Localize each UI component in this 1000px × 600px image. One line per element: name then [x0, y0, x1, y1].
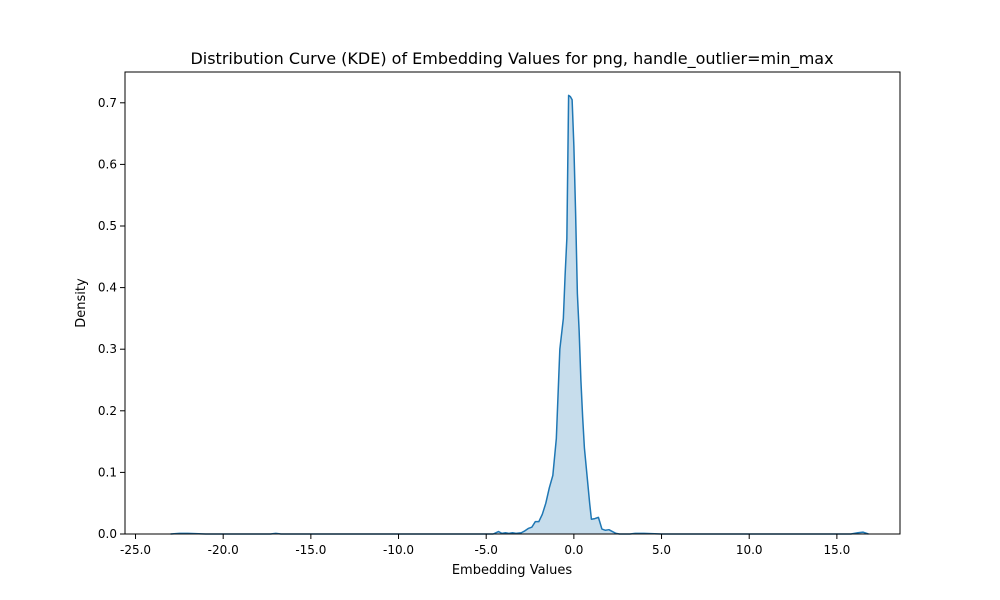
y-tick-label: 0.3: [98, 342, 117, 356]
x-axis-label: Embedding Values: [452, 563, 573, 578]
chart-title: Distribution Curve (KDE) of Embedding Va…: [190, 49, 833, 69]
x-tick-label: 5.0: [652, 543, 671, 557]
x-tick-label: -25.0: [120, 543, 151, 557]
x-tick-label: 0.0: [564, 543, 583, 557]
x-tick-label: -10.0: [383, 543, 414, 557]
x-tick-label: 10.0: [736, 543, 763, 557]
y-tick-label: 0.6: [98, 157, 117, 171]
y-tick-label: 0.5: [98, 219, 117, 233]
x-axis-ticks: -25.0 -20.0 -15.0 -10.0 -5.0 0.0 5.0 10.0 15.0: [120, 534, 850, 557]
y-axis-ticks: 0.0 0.1 0.2 0.3 0.4 0.5 0.6 0.7: [98, 96, 125, 541]
x-tick-label: -5.0: [474, 543, 497, 557]
x-tick-label: 15.0: [824, 543, 851, 557]
y-tick-label: 0.4: [98, 281, 117, 295]
axes-frame: [124, 71, 901, 535]
y-tick-label: 0.0: [98, 527, 117, 541]
y-axis-label: Density: [74, 278, 89, 328]
y-tick-label: 0.7: [98, 96, 117, 110]
y-tick-label: 0.1: [98, 465, 117, 479]
y-tick-label: 0.2: [98, 404, 117, 418]
x-tick-label: -15.0: [295, 543, 326, 557]
x-tick-label: -20.0: [208, 543, 239, 557]
